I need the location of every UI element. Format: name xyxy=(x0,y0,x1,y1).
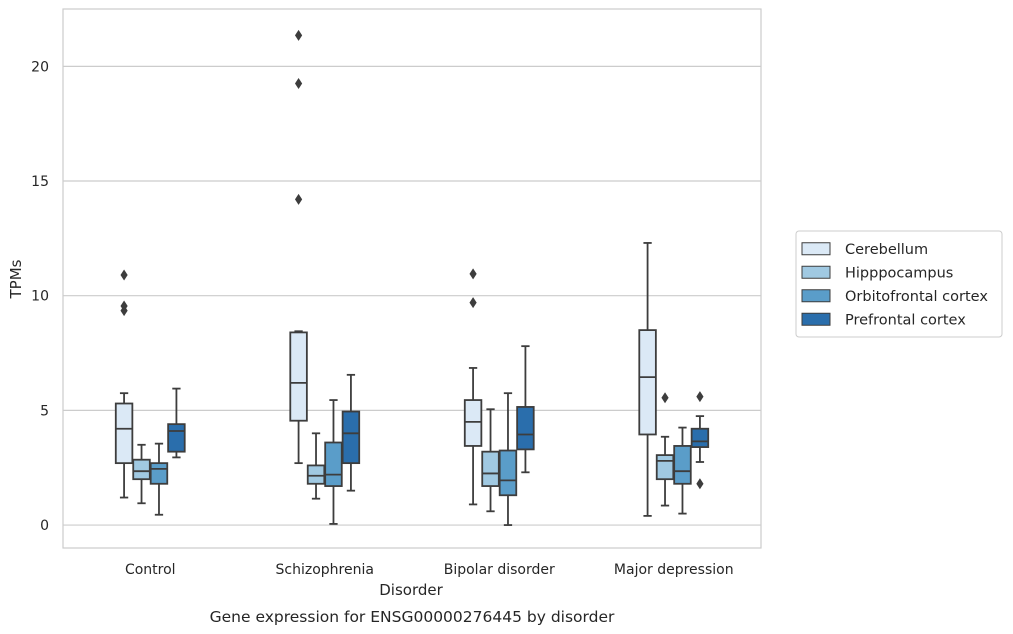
box-body xyxy=(341,410,361,465)
box-3-2 xyxy=(481,408,500,513)
box-2-2 xyxy=(306,432,326,500)
y-tick-label-10: 10 xyxy=(31,289,49,305)
chart-caption: Gene expression for ENSG00000276445 by d… xyxy=(210,608,615,626)
y-tick-label-5: 5 xyxy=(40,403,49,419)
box-4-3 xyxy=(673,426,692,515)
x-tick-label: Bipolar disorder xyxy=(444,562,555,578)
outlier-point xyxy=(696,391,704,403)
outlier-point xyxy=(120,269,128,281)
y-axis-label: TPMs xyxy=(7,259,25,299)
box-body xyxy=(516,406,535,451)
box-1-2 xyxy=(132,443,151,505)
legend-swatch xyxy=(801,242,831,256)
y-tick-label-15: 15 xyxy=(31,174,49,190)
legend-label: Hipppocampus xyxy=(845,265,953,281)
x-axis-label: Disorder xyxy=(379,581,443,599)
outlier-point xyxy=(661,392,669,404)
box-1-4 xyxy=(167,387,186,459)
legend-swatch xyxy=(801,265,831,279)
box-1-3 xyxy=(149,442,169,516)
legend: Cerebellum Hipppocampus Orbitofrontal cort… xyxy=(795,230,1003,338)
boxes-layer xyxy=(114,29,710,526)
box-2-3 xyxy=(324,399,343,525)
box-body xyxy=(167,423,186,453)
box-body xyxy=(690,427,710,448)
box-3-1 xyxy=(463,268,483,506)
legend-label: Cerebellum xyxy=(845,242,928,258)
x-tick-label: Control xyxy=(125,562,176,578)
box-4-2 xyxy=(655,392,675,507)
box-body xyxy=(498,449,518,497)
legend-swatch xyxy=(801,312,831,326)
outlier-point xyxy=(469,268,477,280)
outlier-point xyxy=(120,300,128,312)
legend-label: Orbitofrontal cortex xyxy=(845,289,988,305)
box-body xyxy=(655,454,675,481)
outlier-point xyxy=(294,193,303,205)
x-tick-label: Schizophrenia xyxy=(276,562,374,578)
legend-frame xyxy=(795,230,1003,338)
box-2-4 xyxy=(341,373,361,492)
plot-frame xyxy=(62,8,762,549)
box-body xyxy=(132,458,151,481)
outlier-point xyxy=(696,478,704,490)
box-body xyxy=(289,331,308,422)
box-body xyxy=(149,462,169,485)
box-4-4 xyxy=(690,391,710,490)
box-body xyxy=(463,399,483,447)
y-tick-label-20: 20 xyxy=(31,59,49,75)
y-tick-label-0: 0 xyxy=(40,518,49,534)
legend-swatch xyxy=(801,289,831,303)
outlier-point xyxy=(294,29,303,41)
box-3-3 xyxy=(498,392,518,526)
box-2-1 xyxy=(289,29,308,465)
box-body xyxy=(114,402,134,465)
y-tick-labels: 0 5 10 15 20 xyxy=(31,59,49,534)
x-tick-label: Major depression xyxy=(614,562,734,578)
outlier-point xyxy=(469,297,477,309)
box-body xyxy=(481,450,500,487)
outlier-point xyxy=(294,78,303,90)
box-body xyxy=(324,441,343,487)
x-tick-labels: Control Schizophrenia Bipolar disorder Majo… xyxy=(125,562,734,578)
box-3-4 xyxy=(516,345,535,474)
box-body xyxy=(306,464,326,485)
box-4-1 xyxy=(638,242,657,517)
box-body xyxy=(638,329,657,436)
box-1-1 xyxy=(114,269,134,499)
legend-label: Prefrontal cortex xyxy=(845,312,966,328)
box-body xyxy=(673,445,692,485)
